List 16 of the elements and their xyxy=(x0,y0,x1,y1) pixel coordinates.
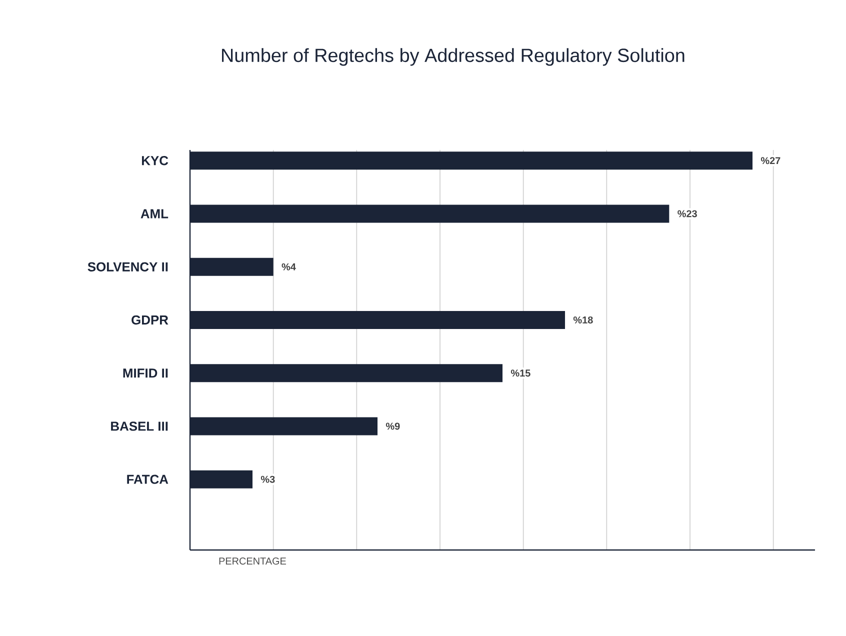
y-tick-label: FATCA xyxy=(127,474,168,484)
data-label: %18 xyxy=(573,316,593,324)
chart-title: Number of Regtechs by Addressed Regulatory Solution xyxy=(222,48,684,66)
y-tick-label: SOLVENCY II xyxy=(88,262,168,272)
y-tick-label: AML xyxy=(140,209,168,218)
data-label: %23 xyxy=(678,210,697,218)
data-label: %9 xyxy=(386,422,400,430)
data-label: %27 xyxy=(760,157,780,164)
x-axis-title: PERCENTAGE xyxy=(219,558,286,565)
y-tick-label: BASEL III xyxy=(111,422,168,431)
data-label: %3 xyxy=(260,476,275,483)
y-tick-label: GDPR xyxy=(132,315,168,325)
y-tick-label: MIFID II xyxy=(123,368,168,378)
y-tick-label: KYC xyxy=(142,156,168,166)
data-label: %4 xyxy=(282,263,296,270)
data-label: %15 xyxy=(510,370,530,377)
